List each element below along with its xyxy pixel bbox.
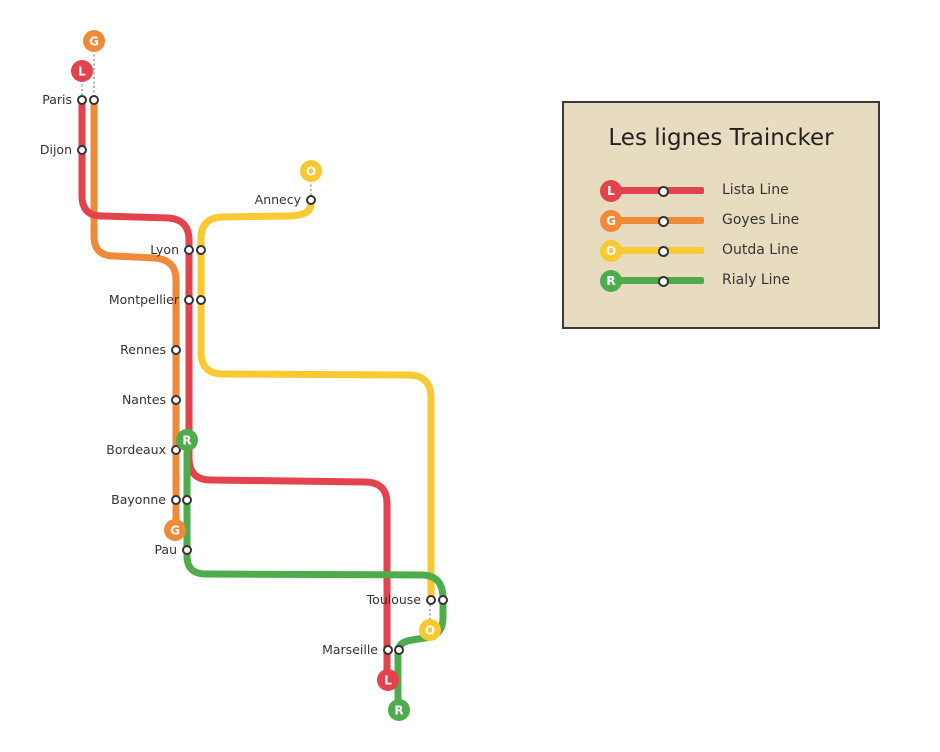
legend-title: Les lignes Traincker	[608, 125, 834, 151]
station-bayonne-rialy[interactable]	[182, 495, 192, 505]
legend-item-goyes[interactable]: G Goyes Line	[600, 209, 860, 233]
terminal-goyes-south[interactable]: G	[164, 519, 186, 541]
svg-text:G: G	[89, 35, 99, 49]
station-toulouse-outda[interactable]	[426, 595, 436, 605]
terminal-rialy-north[interactable]: R	[176, 429, 198, 451]
rialy-line-path	[183, 440, 447, 710]
station-paris-goyes[interactable]	[89, 95, 99, 105]
label-lyon: Lyon	[150, 242, 179, 257]
terminal-lista-north[interactable]: L	[71, 60, 93, 82]
terminal-lista-south[interactable]: L	[377, 669, 399, 691]
legend-lista-bar	[608, 187, 704, 194]
legend-station-dot	[658, 246, 669, 257]
label-paris: Paris	[42, 92, 72, 107]
svg-text:L: L	[78, 65, 86, 79]
station-toulouse-rialy[interactable]	[438, 595, 448, 605]
svg-text:L: L	[384, 674, 392, 688]
label-bayonne: Bayonne	[111, 492, 166, 507]
station-bayonne-goyes[interactable]	[171, 495, 181, 505]
legend-goyes-label: Goyes Line	[722, 212, 800, 228]
legend-item-lista[interactable]: L Lista Line	[600, 179, 860, 203]
terminal-goyes-north[interactable]: G	[83, 30, 105, 52]
svg-text:R: R	[394, 704, 403, 718]
rialy-badge-icon: R	[600, 270, 622, 292]
legend-rialy-bar	[608, 277, 704, 284]
legend-station-dot	[658, 216, 669, 227]
label-marseille: Marseille	[322, 642, 378, 657]
station-pau[interactable]	[182, 545, 192, 555]
station-bordeaux[interactable]	[171, 445, 181, 455]
lista-line-path	[78, 100, 391, 680]
terminal-outda-north[interactable]: O	[300, 160, 322, 182]
station-rennes[interactable]	[171, 345, 181, 355]
terminal-badges: G L O R G O L R	[71, 30, 441, 721]
legend-outda-bar	[608, 247, 704, 254]
station-lyon-outda[interactable]	[196, 245, 206, 255]
legend-lista-label: Lista Line	[722, 182, 789, 198]
legend-goyes-bar	[608, 217, 704, 224]
station-annecy[interactable]	[306, 195, 316, 205]
stations	[77, 95, 448, 655]
goyes-badge-icon: G	[600, 210, 622, 232]
legend-panel: Les lignes Traincker L Lista Line G Goye…	[562, 101, 880, 329]
goyes-line-path	[90, 100, 180, 530]
station-montpellier-outda[interactable]	[196, 295, 206, 305]
label-toulouse: Toulouse	[366, 592, 422, 607]
station-lyon-lista[interactable]	[184, 245, 194, 255]
legend-outda-label: Outda Line	[722, 242, 799, 258]
legend-item-rialy[interactable]: R Rialy Line	[600, 269, 860, 293]
terminal-rialy-south[interactable]: R	[388, 699, 410, 721]
station-marseille-rialy[interactable]	[394, 645, 404, 655]
legend-rialy-label: Rialy Line	[722, 272, 790, 288]
label-annecy: Annecy	[255, 192, 302, 207]
svg-text:O: O	[425, 624, 435, 638]
terminal-outda-south[interactable]: O	[419, 619, 441, 641]
outda-line-path	[197, 200, 435, 600]
label-nantes: Nantes	[122, 392, 166, 407]
station-dijon[interactable]	[77, 145, 87, 155]
station-marseille-lista[interactable]	[383, 645, 393, 655]
lista-badge-icon: L	[600, 180, 622, 202]
station-paris-lista[interactable]	[77, 95, 87, 105]
station-montpellier-lista[interactable]	[184, 295, 194, 305]
label-dijon: Dijon	[40, 142, 72, 157]
svg-text:O: O	[306, 165, 316, 179]
label-bordeaux: Bordeaux	[106, 442, 166, 457]
legend-item-outda[interactable]: O Outda Line	[600, 239, 860, 263]
label-pau: Pau	[154, 542, 177, 557]
svg-text:G: G	[170, 524, 180, 538]
outda-badge-icon: O	[600, 240, 622, 262]
label-montpellier: Montpellier	[109, 292, 180, 307]
legend-station-dot	[658, 186, 669, 197]
legend-station-dot	[658, 276, 669, 287]
svg-text:R: R	[182, 434, 191, 448]
station-nantes[interactable]	[171, 395, 181, 405]
label-rennes: Rennes	[120, 342, 166, 357]
